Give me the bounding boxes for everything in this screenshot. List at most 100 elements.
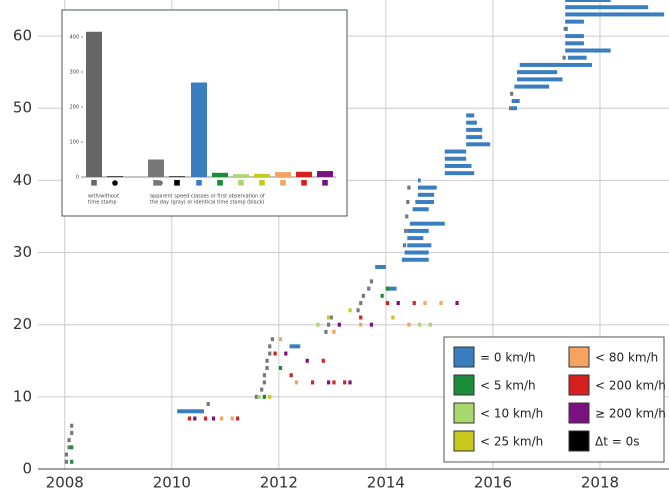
x-tick-label: 2016 <box>474 474 512 492</box>
legend-label: < 25 km/h <box>480 435 543 449</box>
segment <box>289 344 301 349</box>
segment <box>407 322 411 327</box>
legend-label: < 200 km/h <box>595 379 666 393</box>
segment <box>565 12 665 17</box>
segment <box>412 301 416 306</box>
segment <box>407 243 432 248</box>
legend-swatch <box>568 346 590 368</box>
segment <box>444 171 475 176</box>
segment <box>230 416 234 421</box>
segment <box>177 409 204 414</box>
inset-y-tick-label: 300 <box>69 70 79 76</box>
segment <box>444 149 467 154</box>
segment <box>565 34 584 39</box>
segment <box>385 286 390 291</box>
inset-note: with/without <box>88 194 119 200</box>
segment <box>329 315 333 320</box>
y-tick-label: 0 <box>22 460 32 478</box>
segment <box>412 207 429 212</box>
segment <box>310 380 315 385</box>
segment <box>391 315 395 320</box>
segment <box>439 301 443 306</box>
y-tick-label: 30 <box>13 243 32 261</box>
segment <box>396 301 400 306</box>
inset-bar <box>275 172 291 177</box>
x-tick-label: 2018 <box>581 474 619 492</box>
inset-symbol <box>196 180 202 186</box>
segment <box>369 279 374 284</box>
segment <box>407 236 424 241</box>
segment <box>278 365 283 370</box>
legend-label: = 0 km/h <box>480 351 536 365</box>
segment <box>417 192 435 197</box>
inset-bar <box>169 176 185 177</box>
segment <box>254 394 258 399</box>
segment <box>444 163 472 168</box>
segment <box>361 293 366 298</box>
legend-label: ≥ 200 km/h <box>595 407 666 421</box>
segment <box>407 185 411 190</box>
legend-swatch <box>568 430 590 452</box>
segment <box>219 416 224 421</box>
segment <box>466 135 483 140</box>
legend-label: Δt = 0s <box>595 435 639 449</box>
segment <box>415 200 435 205</box>
segment <box>268 351 272 356</box>
segment <box>428 322 432 327</box>
segment <box>401 257 429 262</box>
x-tick-label: 2008 <box>46 474 84 492</box>
segment <box>327 380 331 385</box>
segment <box>265 358 269 363</box>
segment <box>265 365 269 370</box>
x-tick-label: 2014 <box>367 474 405 492</box>
segment <box>385 286 397 291</box>
y-tick-label: 60 <box>13 27 32 45</box>
segment <box>466 127 483 132</box>
inset-note: the day (gray) or identical time stamp (… <box>150 200 264 206</box>
segment <box>407 228 429 233</box>
segment <box>367 286 371 291</box>
segment <box>356 308 360 313</box>
segment <box>64 452 68 457</box>
segment <box>262 394 266 399</box>
segment <box>510 91 514 96</box>
segment <box>64 459 68 464</box>
inset-bar <box>86 31 102 177</box>
segment <box>262 380 266 385</box>
inset-bar <box>296 171 312 177</box>
segment <box>406 200 410 205</box>
x-tick-label: 2012 <box>260 474 298 492</box>
segment <box>337 322 341 327</box>
segment <box>67 445 71 450</box>
segment <box>343 380 347 385</box>
legend-swatch <box>453 430 475 452</box>
segment <box>327 315 331 320</box>
segment <box>284 351 288 356</box>
legend-box <box>443 336 665 463</box>
segment <box>565 26 568 31</box>
segment <box>332 329 336 334</box>
segment <box>270 337 275 342</box>
inset-bar <box>148 159 164 177</box>
segment <box>327 322 331 327</box>
segment <box>380 293 384 298</box>
segment <box>444 156 467 161</box>
inset-symbol <box>153 180 159 186</box>
y-tick-label: 40 <box>13 171 32 189</box>
segment <box>565 0 611 2</box>
segment <box>409 221 445 226</box>
segment <box>321 358 325 363</box>
inset-symbol <box>301 180 307 186</box>
segment <box>517 77 563 82</box>
inset-symbol <box>259 180 265 186</box>
segment <box>369 322 374 327</box>
segment <box>260 387 264 392</box>
segment <box>359 315 363 320</box>
inset-y-tick-label: 400 <box>69 35 79 41</box>
inset-bar <box>191 82 207 177</box>
inset-bar <box>254 173 270 177</box>
segment <box>519 62 592 67</box>
segment <box>273 351 277 356</box>
segment <box>417 185 437 190</box>
